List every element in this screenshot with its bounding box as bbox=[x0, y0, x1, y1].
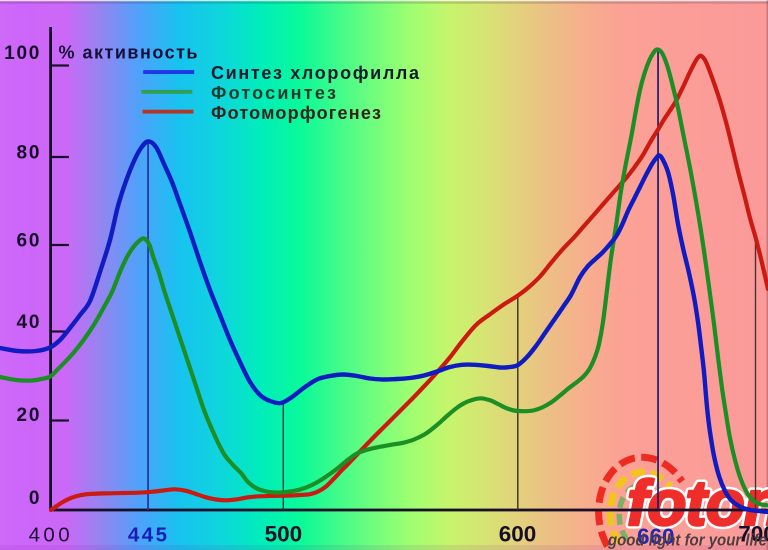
svg-text:80: 80 bbox=[16, 142, 41, 163]
svg-text:% активность: % активность bbox=[59, 43, 198, 63]
svg-text:40: 40 bbox=[16, 312, 41, 333]
svg-text:0: 0 bbox=[29, 488, 41, 509]
svg-text:foton: foton bbox=[627, 467, 768, 539]
svg-text:660: 660 bbox=[637, 524, 675, 549]
svg-text:20: 20 bbox=[16, 405, 41, 426]
svg-text:500: 500 bbox=[265, 521, 303, 546]
svg-text:600: 600 bbox=[499, 521, 537, 546]
svg-text:Синтез хлорофилла: Синтез хлорофилла bbox=[211, 63, 420, 83]
svg-text:Фотосинтез: Фотосинтез bbox=[211, 83, 336, 103]
svg-text:445: 445 bbox=[128, 523, 170, 546]
svg-text:100: 100 bbox=[4, 43, 41, 64]
svg-text:Фотоморфогенез: Фотоморфогенез bbox=[211, 103, 381, 123]
svg-text:400: 400 bbox=[29, 523, 73, 546]
svg-text:60: 60 bbox=[16, 230, 41, 251]
svg-text:foton: foton bbox=[627, 467, 768, 539]
svg-text:700: 700 bbox=[738, 521, 768, 546]
svg-text:good light for your life: good light for your life bbox=[607, 531, 767, 550]
